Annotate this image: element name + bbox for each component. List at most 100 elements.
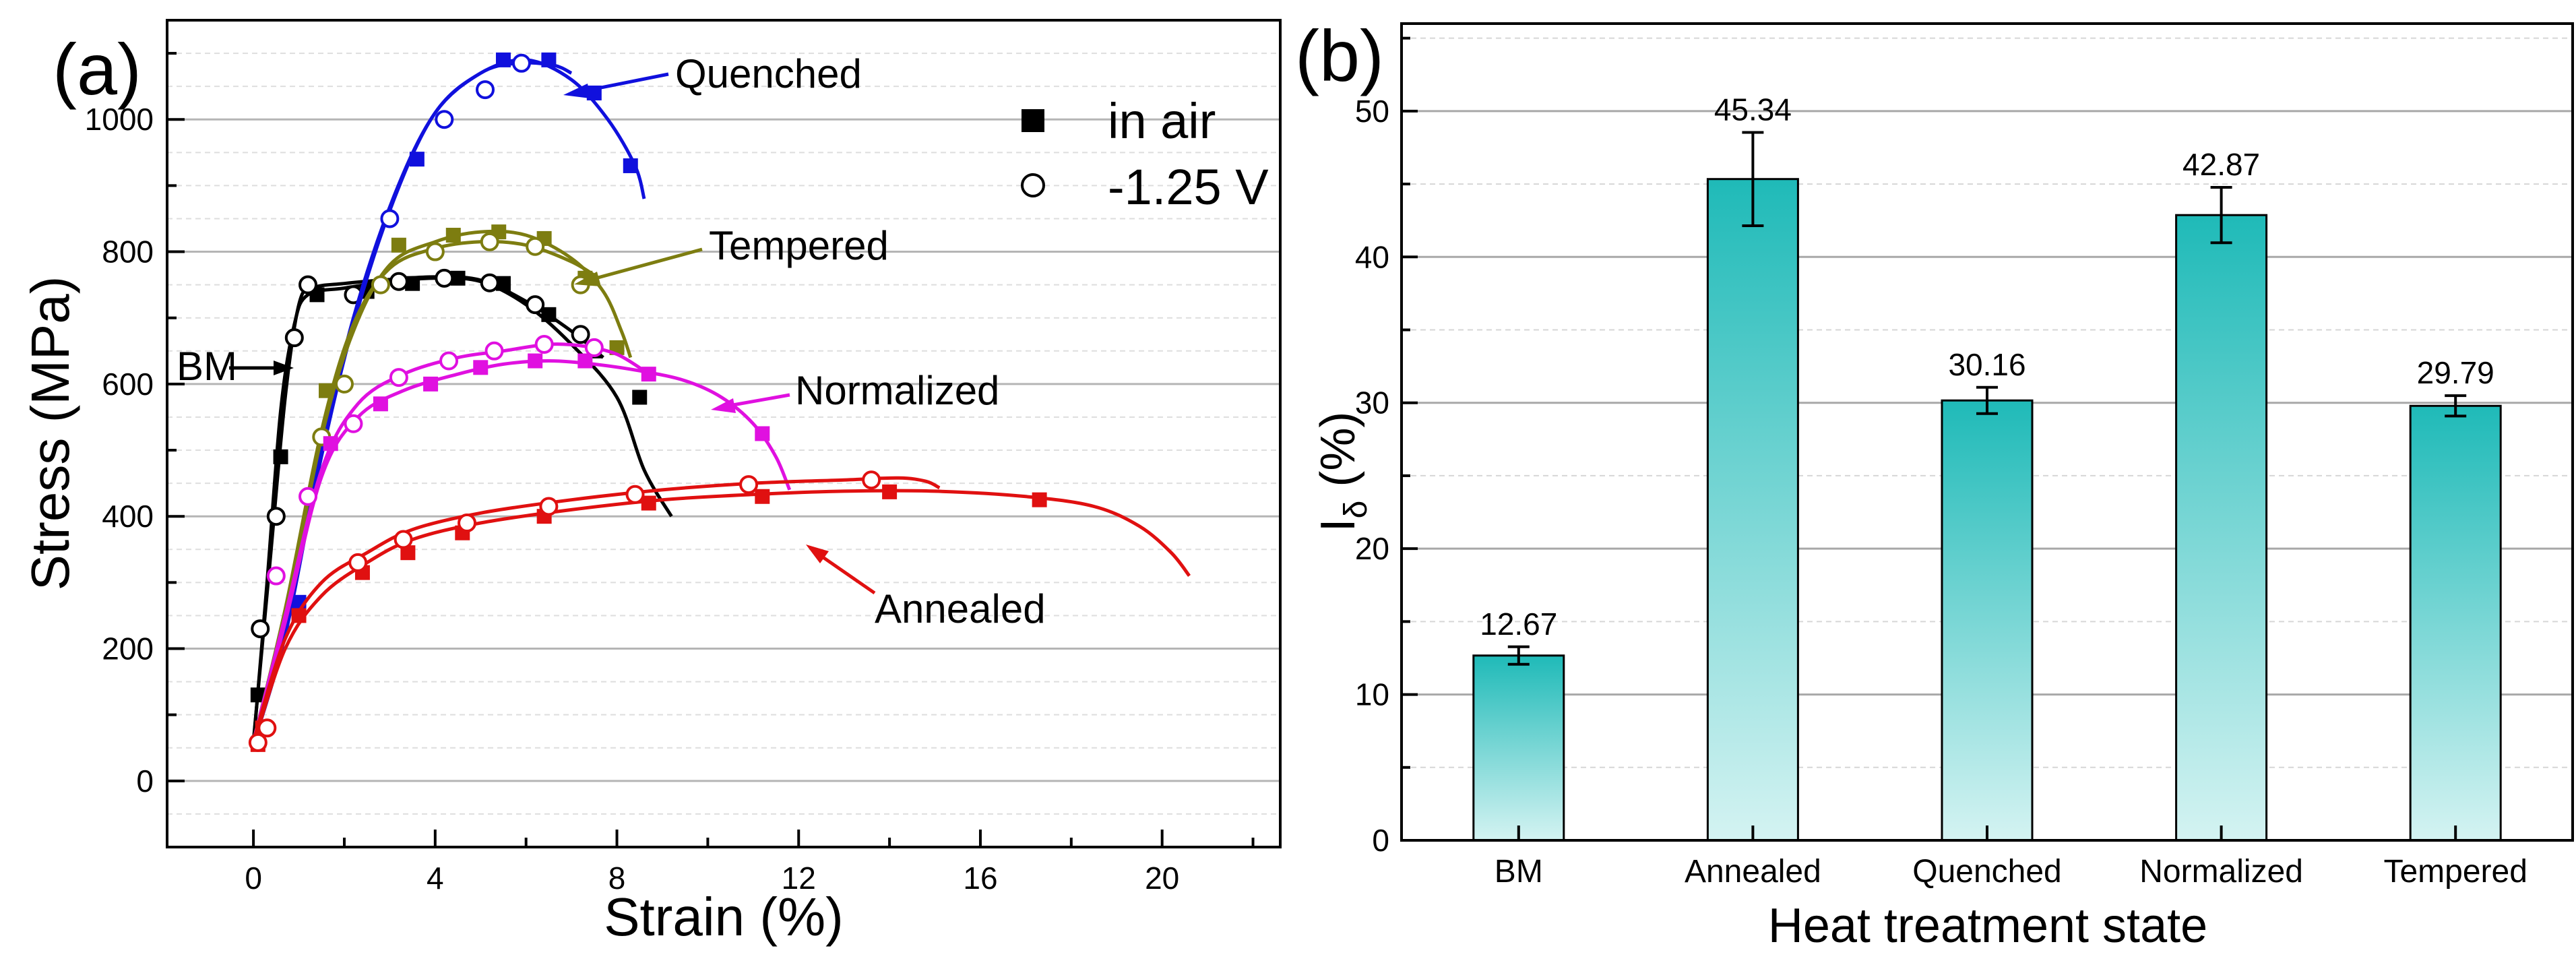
- y-tick-label-b-20: 20: [1355, 531, 1389, 566]
- x-tick-label-a-8: 8: [608, 861, 626, 896]
- marker-normalized-voltage-5: [484, 341, 504, 361]
- line-quenched-in-air: [251, 58, 646, 745]
- arrow-tempered: [592, 247, 703, 281]
- marker-tempered-voltage-4: [480, 232, 499, 251]
- x-tick-label-a-12: 12: [782, 861, 816, 896]
- marker-normalized-voltage-0: [266, 566, 286, 586]
- marker-annealed-in-air-2: [291, 608, 307, 623]
- marker-annealed-in-air-10: [1032, 492, 1047, 507]
- marker-bm-in-air-9: [632, 390, 648, 405]
- arrow-normalized: [728, 393, 790, 408]
- marker-annealed-voltage-1: [257, 718, 277, 738]
- marker-tempered-in-air-1: [391, 237, 406, 253]
- marker-annealed-voltage-0: [248, 733, 268, 752]
- marker-tempered-voltage-5: [526, 237, 545, 256]
- marker-normalized-in-air-5: [577, 353, 593, 369]
- y-label-main: I: [1311, 518, 1365, 532]
- series-bm: [250, 268, 673, 745]
- arrowhead-bm: [274, 361, 294, 375]
- x-tick-label-a-16: 16: [963, 861, 997, 896]
- marker-bm-in-air-7: [541, 307, 557, 322]
- y-tick-label-b-10: 10: [1355, 677, 1389, 712]
- marker-bm-voltage-0: [251, 619, 270, 639]
- arrowhead-annealed: [806, 544, 829, 563]
- legend-filled-square-marker: [1022, 109, 1044, 132]
- bar-value-label-tempered: 29.79: [2417, 355, 2494, 390]
- marker-normalized-in-air-1: [373, 396, 388, 412]
- panel-a-annotations: Quenched Tempered BM Normalized Annealed: [177, 51, 1046, 631]
- x-tick-label-a-20: 20: [1145, 861, 1179, 896]
- marker-bm-voltage-5: [389, 272, 408, 291]
- marker-normalized-in-air-7: [755, 426, 770, 441]
- bar-value-label-bm: 12.67: [1480, 606, 1557, 642]
- marker-annealed-voltage-5: [539, 497, 559, 516]
- marker-tempered-in-air-0: [319, 383, 334, 398]
- y-tick-label-b-40: 40: [1355, 239, 1389, 274]
- arrowhead-normalized: [711, 398, 736, 413]
- y-tick-label-a-400: 400: [102, 499, 154, 534]
- bar-value-label-quenched: 30.16: [1948, 347, 2025, 382]
- y-tick-label-a-800: 800: [102, 235, 154, 270]
- marker-bm-in-air-5: [450, 270, 466, 286]
- bar-value-label-annealed: 45.34: [1714, 92, 1792, 127]
- marker-normalized-in-air-3: [473, 360, 489, 375]
- y-tick-label-b-0: 0: [1372, 823, 1389, 858]
- marker-tempered-voltage-2: [371, 275, 390, 294]
- marker-tempered-voltage-3: [425, 242, 445, 261]
- marker-bm-in-air-0: [250, 687, 265, 703]
- y-tick-label-a-1000: 1000: [85, 102, 154, 137]
- x-tick-label-b-annealed: Annealed: [1685, 854, 1821, 890]
- marker-annealed-in-air-4: [400, 545, 416, 561]
- svg-text:Iδ (%): Iδ (%): [1311, 412, 1374, 532]
- marker-annealed-voltage-7: [739, 475, 759, 495]
- annotation-quenched: Quenched: [675, 51, 862, 96]
- panel-a-plot-frame: [166, 19, 1282, 848]
- marker-normalized-voltage-6: [534, 334, 554, 354]
- legend-open-circle-marker: [1021, 173, 1045, 197]
- marker-bm-voltage-7: [480, 273, 499, 292]
- panel-a-x-axis-label: Strain (%): [604, 887, 844, 947]
- panel-a-legend: in air -1.25 V: [1021, 93, 1269, 215]
- panel-b-x-axis-label: Heat treatment state: [1768, 899, 2207, 953]
- panel-b-bar-chart: (b) 12.67 45.34 30.16 42.87 29.79 0 10 20 30 40 5…: [1295, 15, 2574, 953]
- marker-annealed-in-air-7: [641, 495, 656, 511]
- y-tick-label-a-200: 200: [102, 631, 154, 666]
- marker-quenched-in-air-2: [495, 52, 511, 67]
- marker-normalized-voltage-4: [439, 351, 459, 371]
- marker-annealed-voltage-3: [394, 530, 413, 549]
- marker-bm-voltage-2: [284, 328, 304, 348]
- legend-entry-voltage: -1.25 V: [1108, 159, 1269, 215]
- y-label-sub: δ: [1338, 501, 1374, 519]
- marker-normalized-in-air-0: [323, 436, 338, 452]
- marker-normalized-voltage-7: [584, 338, 604, 357]
- marker-normalized-in-air-2: [423, 376, 439, 392]
- marker-annealed-voltage-8: [862, 470, 881, 490]
- marker-normalized-voltage-2: [344, 414, 363, 433]
- panel-b-axes: 0 10 20 30 40 50 BM Annealed Quenched Normalized T…: [1355, 36, 2527, 890]
- panel-b-label: (b): [1295, 15, 1384, 96]
- line-normalized-in-air: [251, 359, 792, 745]
- legend-entry-in-air: in air: [1108, 93, 1216, 149]
- x-tick-label-b-tempered: Tempered: [2383, 854, 2527, 890]
- marker-tempered-in-air-2: [445, 228, 461, 243]
- bar-annealed: [1706, 178, 1799, 842]
- annotation-annealed: Annealed: [875, 586, 1046, 631]
- series-quenched: [251, 52, 646, 745]
- marker-quenched-voltage-0: [380, 209, 400, 228]
- marker-bm-voltage-3: [299, 275, 318, 294]
- y-tick-label-a-0: 0: [136, 764, 154, 799]
- series-annealed: [248, 470, 1191, 752]
- arrow-annealed: [821, 555, 876, 595]
- marker-annealed-voltage-2: [348, 553, 368, 572]
- panel-b-bars: 12.67 45.34 30.16 42.87 29.79: [1472, 92, 2502, 842]
- marker-annealed-in-air-8: [755, 489, 770, 504]
- x-tick-label-b-normalized: Normalized: [2139, 854, 2303, 890]
- panel-a-grid: [167, 53, 1280, 815]
- marker-annealed-voltage-4: [458, 513, 477, 533]
- x-tick-label-a-4: 4: [427, 861, 444, 896]
- marker-tempered-voltage-1: [334, 374, 354, 394]
- panel-b-y-axis-label: Iδ (%): [1311, 412, 1374, 532]
- marker-annealed-voltage-6: [625, 485, 645, 504]
